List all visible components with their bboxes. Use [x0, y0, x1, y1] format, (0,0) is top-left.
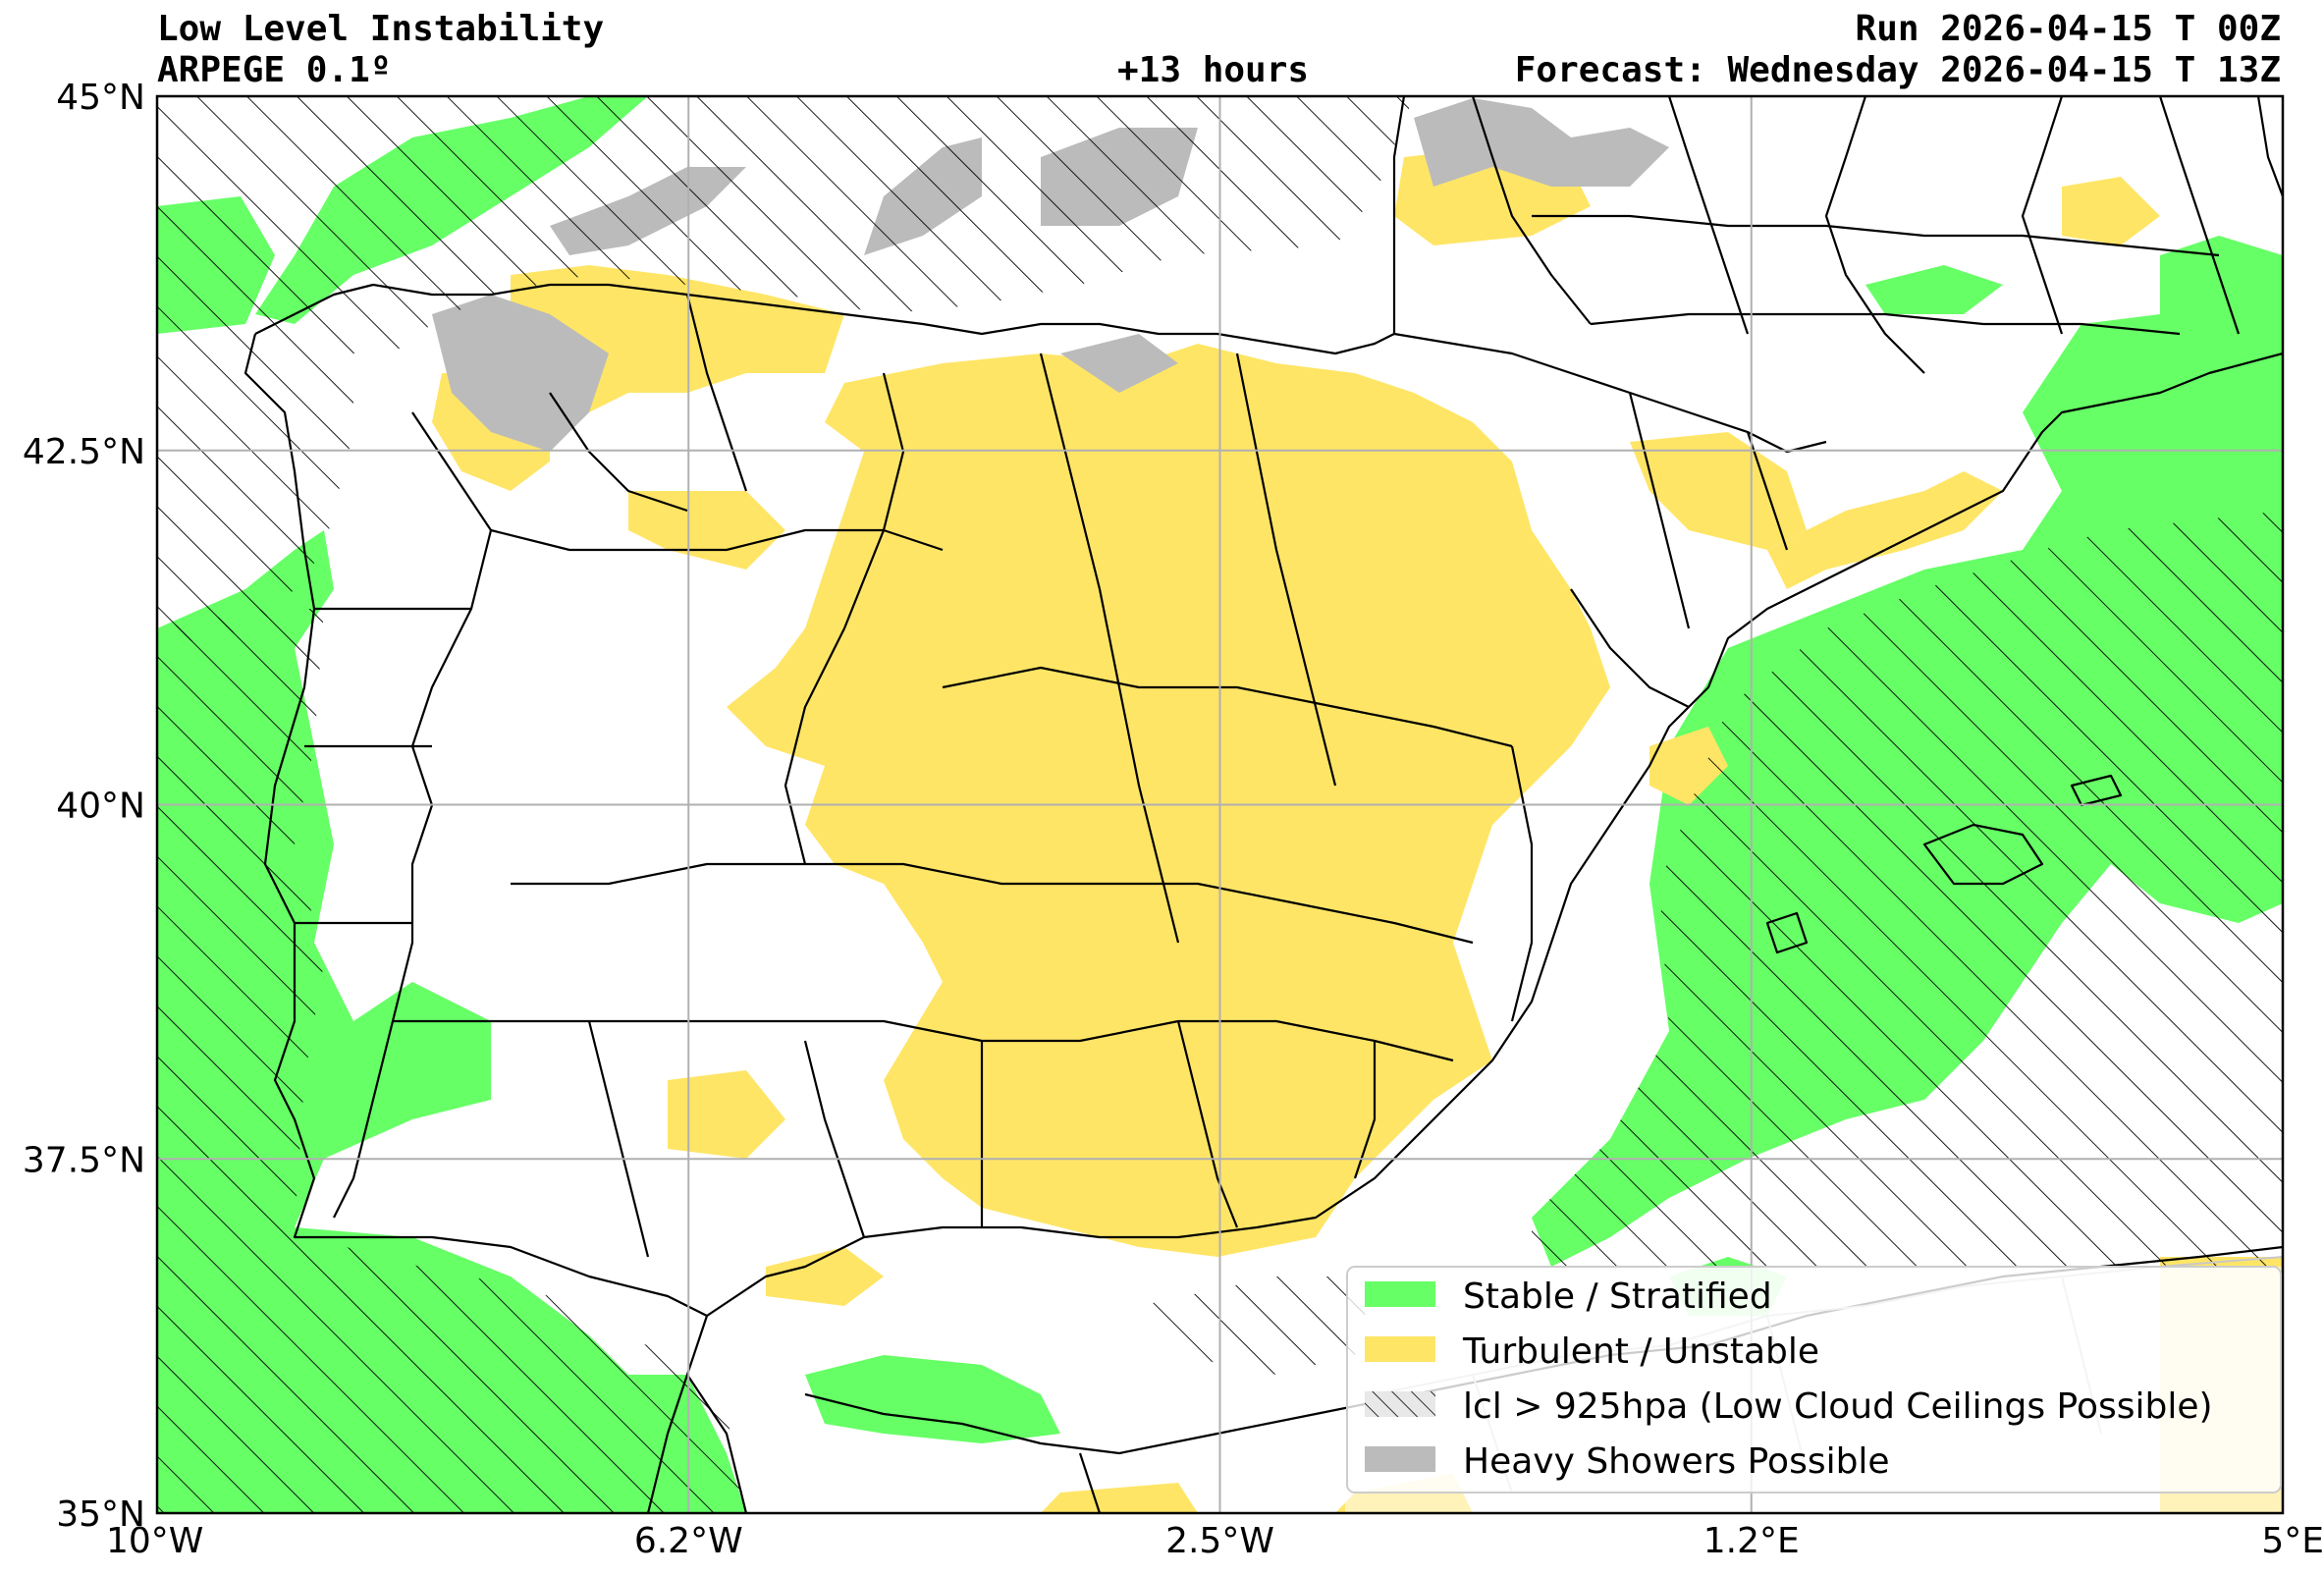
lon-tick-label: 2.5°W [1165, 1521, 1274, 1561]
legend-label-stable: Stable / Stratified [1463, 1276, 1772, 1317]
algeria-border [1078, 1452, 1102, 1513]
lon-tick-label: 1.2°E [1703, 1521, 1800, 1561]
france-region-5 [1532, 214, 2220, 257]
shower-area-france [1414, 98, 1669, 187]
unstable-area-south [668, 1070, 785, 1159]
legend-swatch-lcl-hatch [1365, 1391, 1435, 1417]
hatch-area-mediterranean [1532, 511, 2283, 1267]
region-border-14 [1570, 588, 1690, 708]
region-border-4 [1235, 353, 1337, 787]
region-border-16 [1746, 431, 1789, 551]
france-region-4 [2021, 96, 2064, 335]
coast-catalonia [1884, 461, 2024, 551]
run-time: Run 2026-04-15 T 00Z [1855, 9, 2281, 49]
region-border-17 [549, 392, 688, 513]
shower-area-galicia [432, 295, 609, 452]
lat-tick-label: 45°N [56, 78, 145, 118]
region-border-7 [393, 1019, 1454, 1062]
lat-tick-label: 42.5°N [23, 432, 145, 472]
unstable-area-southern-plateau [1041, 1483, 1198, 1513]
unstable-area-northeast [1630, 432, 1807, 550]
region-border-11 [1176, 1020, 1239, 1228]
region-border-13 [1510, 745, 1534, 1022]
legend-label-unstable: Turbulent / Unstable [1462, 1331, 1819, 1372]
lon-tick-label: 5°E [2261, 1521, 2324, 1561]
region-border-3 [1039, 353, 1180, 944]
legend: Stable / Stratified Turbulent / Unstable… [1346, 1266, 2282, 1494]
legend-swatch-stable [1365, 1281, 1435, 1307]
coast-morocco [646, 1315, 709, 1513]
region-border-8 [587, 1020, 650, 1258]
ibiza [1765, 911, 1809, 954]
hatch-area-southeast-corner [1139, 1276, 1375, 1375]
region-border-9 [803, 1040, 866, 1238]
corsica-sardinia-coast [2256, 96, 2283, 197]
hatch-area-northwest-ocean [157, 96, 1414, 648]
stable-area-north-france [1865, 265, 2003, 314]
unstable-area-southwest [766, 1247, 884, 1306]
unstable-area-french-alps [2062, 177, 2160, 245]
map-title: Low Level Instability [157, 9, 605, 49]
lat-tick-label: 37.5°N [23, 1140, 145, 1180]
france-region-6 [1590, 312, 2181, 336]
coast-biscay-france [1392, 96, 1406, 334]
unstable-area-east [1767, 471, 2003, 589]
unstable-area-central-iberia [727, 344, 1610, 1257]
ceuta-line [686, 1374, 748, 1513]
hatch-area-atlantic-coast [157, 609, 746, 1513]
coast-west-iberia [243, 333, 1886, 1318]
legend-box [1346, 1266, 2282, 1494]
mallorca [1922, 823, 2044, 886]
stable-area-south-morocco [805, 1355, 1060, 1443]
longitude-tick-labels: 10°W 6.2°W 2.5°W 1.2°E 5°E [106, 1521, 2324, 1561]
region-border-6 [511, 862, 1474, 945]
forecast-lead-time: +13 hours [1117, 50, 1310, 90]
coast-france-gulf [2022, 352, 2283, 462]
hatched-areas [157, 96, 2283, 1513]
region-border-18 [685, 294, 748, 492]
legend-label-lcl: lcl > 925hpa (Low Cloud Ceilings Possibl… [1463, 1386, 2213, 1427]
lat-tick-label: 35°N [56, 1494, 145, 1535]
legend-swatch-showers [1365, 1446, 1435, 1472]
forecast-valid-time: Forecast: Wednesday 2026-04-15 T 13Z [1514, 50, 2281, 90]
region-border-2 [784, 372, 905, 865]
unstable-area-southeast [1080, 1149, 1237, 1218]
coast-north-iberia [254, 283, 1395, 355]
lon-tick-label: 6.2°W [634, 1521, 743, 1561]
france-region-3 [1824, 96, 1925, 374]
france-region-2 [1667, 96, 1750, 335]
plot-frame [155, 94, 2285, 1515]
france-region-1 [1471, 96, 1592, 325]
region-border-15 [1628, 392, 1691, 629]
lon-tick-label: 10°W [106, 1521, 203, 1561]
shower-area-bay-4 [1060, 334, 1178, 393]
latitude-tick-labels: 45°N 42.5°N 40°N 37.5°N 35°N [23, 78, 145, 1535]
unstable-area-west-central [628, 491, 785, 570]
france-region-7 [2158, 96, 2241, 335]
model-name: ARPEGE 0.1º [157, 50, 392, 90]
borders [243, 96, 2283, 1513]
legend-label-showers: Heavy Showers Possible [1463, 1441, 1890, 1482]
legend-swatch-unstable [1365, 1336, 1435, 1362]
menorca [2070, 774, 2123, 807]
lat-tick-label: 40°N [56, 787, 145, 827]
region-border-5 [942, 666, 1513, 748]
